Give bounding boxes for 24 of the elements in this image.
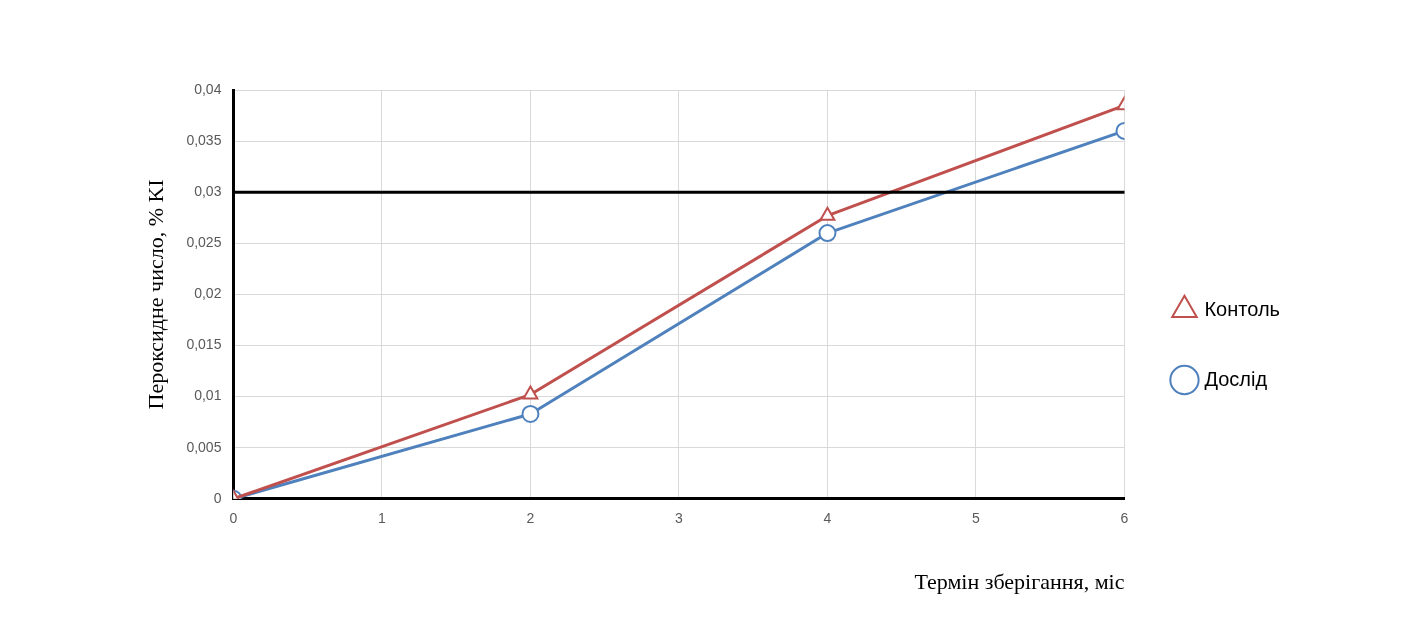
y-axis-title: Пероксидне число, % KI bbox=[142, 179, 168, 410]
x-tick-label: 0 bbox=[229, 510, 238, 527]
y-tick-label: 0,04 bbox=[194, 80, 222, 97]
y-tick-label: 0,03 bbox=[194, 183, 222, 200]
point bbox=[521, 404, 540, 423]
x-tick-label: 5 bbox=[972, 510, 981, 527]
x-tick-label: 4 bbox=[823, 510, 832, 527]
x-tick-label: 2 bbox=[526, 510, 535, 527]
y-tick-label: 0,015 bbox=[186, 336, 222, 353]
point bbox=[522, 385, 539, 400]
x-tick-label: 6 bbox=[1120, 510, 1129, 527]
y-tick-label: 0,025 bbox=[186, 234, 222, 251]
legend-label: Контоль bbox=[1204, 297, 1280, 320]
point bbox=[819, 206, 836, 221]
point bbox=[818, 224, 837, 243]
legend-label: Дослід bbox=[1204, 367, 1268, 390]
x-axis-title: Термін зберігання, міс bbox=[914, 568, 1125, 594]
x-tick-label: 1 bbox=[378, 510, 387, 527]
y-tick-label: 0,01 bbox=[194, 387, 222, 404]
y-tick-label: 0,02 bbox=[194, 285, 222, 302]
x-tick-label: 3 bbox=[675, 510, 684, 527]
y-tick-label: 0,035 bbox=[186, 131, 222, 148]
y-tick-label: 0,005 bbox=[186, 438, 222, 455]
y-tick-label: 0 bbox=[213, 489, 222, 506]
